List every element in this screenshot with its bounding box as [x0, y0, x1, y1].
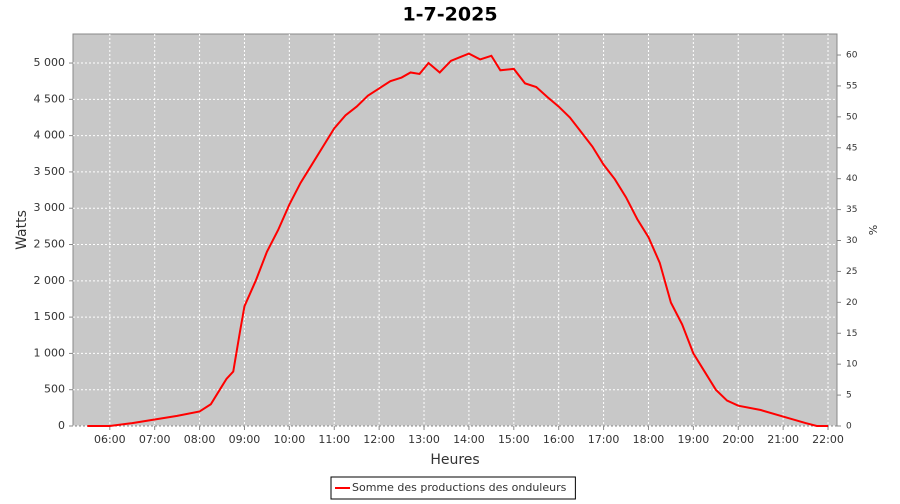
- x-tick-label: 14:00: [453, 433, 485, 446]
- y-tick-label: 1 500: [34, 310, 66, 323]
- y-tick-label: 5 000: [34, 56, 66, 69]
- x-tick-label: 19:00: [678, 433, 710, 446]
- x-tick-label: 06:00: [94, 433, 126, 446]
- legend: Somme des productions des onduleurs: [330, 476, 576, 500]
- x-tick-label: 20:00: [722, 433, 754, 446]
- y2-axis-label: %: [866, 225, 879, 235]
- x-tick-label: 15:00: [498, 433, 530, 446]
- x-tick-label: 11:00: [318, 433, 350, 446]
- y-tick-label: 0: [58, 419, 65, 432]
- x-tick-label: 22:00: [812, 433, 844, 446]
- line: [87, 52, 829, 427]
- x-tick-label: 07:00: [139, 433, 171, 446]
- x-tick-label: 12:00: [363, 433, 395, 446]
- y-tick-label: 2 500: [34, 238, 66, 251]
- x-axis-label: Heures: [430, 452, 479, 468]
- y2-tick-label: 50: [846, 112, 858, 122]
- y2-tick-label: 25: [846, 267, 857, 277]
- x-tick-label: 21:00: [767, 433, 799, 446]
- y2-tick-label: 5: [846, 391, 852, 401]
- y-axis-label: Watts: [14, 210, 30, 250]
- legend-label: Somme des productions des onduleurs: [352, 481, 567, 494]
- x-tick-label: 17:00: [588, 433, 620, 446]
- y2-tick-label: 40: [846, 174, 858, 184]
- plot-area: [72, 33, 838, 427]
- y-tick-label: 2 000: [34, 274, 66, 287]
- x-tick-label: 13:00: [408, 433, 440, 446]
- x-tick-label: 16:00: [543, 433, 575, 446]
- y2-tick-label: 20: [846, 298, 858, 308]
- y2-tick-label: 60: [846, 51, 858, 61]
- y-tick-label: 500: [44, 383, 65, 396]
- x-tick-label: 09:00: [229, 433, 261, 446]
- y-tick-label: 3 000: [34, 201, 66, 214]
- legend-box: [330, 476, 576, 500]
- x-tick-label: 10:00: [274, 433, 306, 446]
- y2-tick-label: 30: [846, 236, 858, 246]
- y2-tick-label: 0: [846, 422, 852, 432]
- y2-tick-label: 35: [846, 205, 857, 215]
- y-tick-label: 4 500: [34, 92, 66, 105]
- y-tick-label: 3 500: [34, 165, 66, 178]
- y-tick-label: 4 000: [34, 129, 66, 142]
- y2-tick-label: 10: [846, 360, 858, 370]
- y2-tick-label: 55: [846, 81, 857, 91]
- y-tick-label: 1 000: [34, 346, 66, 359]
- y2-tick-label: 45: [846, 143, 857, 153]
- x-tick-label: 18:00: [633, 433, 665, 446]
- y2-tick-label: 15: [846, 329, 857, 339]
- x-tick-label: 08:00: [184, 433, 216, 446]
- chart-title: 1-7-2025: [402, 4, 497, 26]
